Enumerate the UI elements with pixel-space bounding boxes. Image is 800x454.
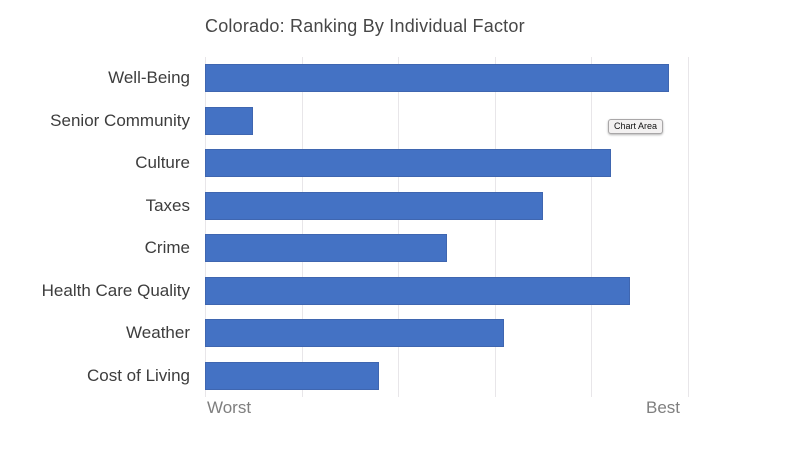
- category-label-taxes: Taxes: [145, 195, 190, 215]
- category-label-senior-community: Senior Community: [50, 110, 190, 130]
- bar-health-care-quality[interactable]: [205, 276, 631, 305]
- category-label-culture: Culture: [135, 153, 190, 173]
- category-label-weather: Weather: [126, 323, 190, 343]
- category-label-cost-of-living: Cost of Living: [87, 365, 190, 385]
- category-label-crime: Crime: [144, 238, 190, 258]
- category-axis: Well-Being Senior Community Culture Taxes Cr…: [0, 57, 190, 397]
- gridline-50: [688, 57, 689, 397]
- bar-cost-of-living[interactable]: [205, 361, 379, 390]
- x-axis-label-worst: Worst: [206, 398, 252, 417]
- chart-title: Colorado: Ranking By Individual Factor: [205, 16, 525, 36]
- bar-senior-community[interactable]: [205, 106, 254, 135]
- gridline-10: [301, 57, 303, 397]
- category-label-health-care-quality: Health Care Quality: [41, 280, 190, 300]
- chart-plot-area[interactable]: [205, 57, 745, 397]
- bar-taxes[interactable]: [205, 191, 544, 220]
- chart-area-tooltip: Chart Area: [608, 119, 664, 134]
- gridline-20: [398, 57, 400, 397]
- gridline-30: [494, 57, 496, 397]
- gridline-0: [205, 57, 206, 397]
- gridline-40: [591, 57, 593, 397]
- bar-crime[interactable]: [205, 234, 447, 263]
- bar-well-being[interactable]: [205, 64, 669, 93]
- bar-weather[interactable]: [205, 319, 505, 348]
- category-label-well-being: Well-Being: [108, 68, 190, 88]
- bar-culture[interactable]: [205, 149, 611, 178]
- x-axis-label-best: Best: [645, 398, 681, 417]
